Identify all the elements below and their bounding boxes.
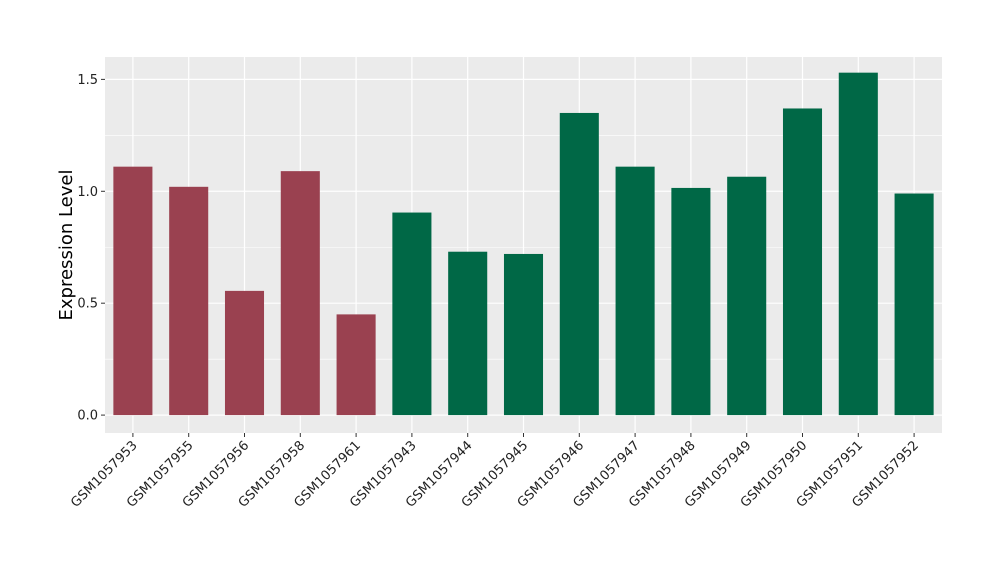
x-axis: GSM1057953GSM1057955GSM1057956GSM1057958… — [68, 433, 922, 511]
bar-GSM1057951 — [838, 72, 878, 416]
bar-GSM1057948 — [671, 187, 711, 416]
y-tick-label: 1.0 — [77, 185, 98, 200]
bar-GSM1057955 — [169, 186, 209, 416]
bar-GSM1057949 — [727, 176, 767, 416]
y-tick-label: 0.0 — [77, 409, 98, 424]
bar-GSM1057958 — [280, 171, 320, 416]
bar-GSM1057953 — [113, 166, 153, 416]
y-axis: 0.0 0.5 1.0 1.5 — [77, 73, 105, 424]
bar-GSM1057956 — [224, 290, 265, 416]
bar-GSM1057961 — [336, 314, 376, 416]
bar-GSM1057943 — [392, 212, 432, 416]
y-axis-title: Expression Level — [56, 170, 77, 321]
bar-GSM1057952 — [894, 193, 934, 416]
y-tick-label: 1.5 — [77, 73, 98, 88]
y-tick-label: 0.5 — [77, 297, 98, 312]
bar-GSM1057946 — [559, 112, 599, 416]
bar-GSM1057945 — [503, 253, 544, 416]
bar-GSM1057944 — [448, 251, 488, 416]
bar-GSM1057947 — [615, 166, 655, 416]
bar-GSM1057950 — [782, 108, 823, 416]
bars — [113, 72, 934, 416]
